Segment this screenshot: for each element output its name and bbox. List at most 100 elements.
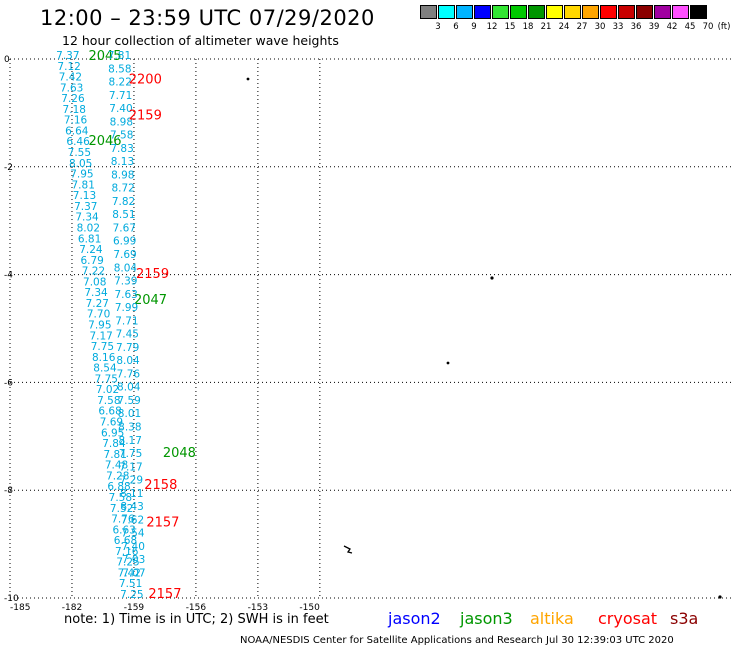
swh-value-label: 6.46	[66, 136, 90, 148]
colorbar-swatch	[420, 5, 437, 19]
colorbar-label: 33	[612, 22, 624, 32]
swh-value-label: 7.69	[100, 417, 123, 429]
swh-value-label: 7.71	[115, 315, 138, 327]
swh-value-label: 7.52	[110, 503, 133, 515]
swh-value-label: 7.81	[104, 449, 127, 461]
swh-value-label: 7.67	[113, 222, 136, 234]
colorbar-label: 36	[630, 22, 642, 32]
swh-value-label: 7.75	[119, 448, 142, 460]
pass-time-label: 2200	[129, 72, 162, 87]
swh-value-label: 7.55	[68, 147, 91, 159]
colorbar-swatch	[672, 5, 689, 19]
swh-value-label: 7.84	[102, 438, 126, 450]
data-point	[490, 276, 494, 280]
swh-value-label: 7.42	[59, 72, 82, 84]
swh-value-label: 7.42	[118, 567, 141, 579]
pass-time-label: 2157	[146, 515, 179, 530]
colorbar-swatch	[654, 5, 671, 19]
x-tick-label: -185	[10, 603, 30, 613]
swh-value-label: 7.59	[117, 395, 140, 407]
swh-value-label: 8.58	[108, 63, 131, 75]
swh-value-label: 7.48	[105, 460, 128, 472]
swh-value-label: 7.40	[109, 103, 132, 115]
swh-value-label: 7.37	[74, 201, 97, 213]
swh-value-label: 8.17	[119, 435, 142, 447]
swh-value-label: 7.99	[115, 302, 138, 314]
swh-value-label: 7.51	[119, 578, 142, 590]
swh-value-label: 7.69	[113, 249, 136, 261]
swh-value-label: 8.02	[77, 222, 100, 234]
colorbar-label: 18	[522, 22, 534, 32]
swh-value-label: 8.98	[110, 116, 133, 128]
swh-value-label: 8.04	[117, 382, 141, 394]
colorbar-swatch	[438, 5, 455, 19]
mission-cryosat: cryosat	[598, 609, 658, 628]
pass-time-label: 2047	[134, 293, 167, 308]
swh-value-label: 7.81	[72, 179, 95, 191]
swh-value-label: 7.63	[60, 82, 83, 94]
swh-value-label: 7.29	[120, 475, 143, 487]
pass-time-label: 2048	[163, 446, 196, 461]
swh-value-label: 7.22	[82, 266, 105, 278]
swh-value-label: 7.76	[111, 514, 135, 526]
colorbar-swatch	[456, 5, 473, 19]
y-tick-label: -8	[4, 486, 13, 496]
y-tick-label: -6	[4, 378, 13, 388]
swh-value-label: 6.63	[112, 524, 135, 536]
swh-value-label: 7.63	[114, 289, 137, 301]
swh-value-label: 7.17	[89, 330, 112, 342]
swh-value-label: 8.38	[118, 421, 141, 433]
swh-value-label: 7.26	[61, 93, 85, 105]
mission-s3a: s3a	[670, 609, 699, 628]
swh-value-label: 7.71	[109, 90, 132, 102]
swh-value-label: 7.79	[116, 342, 139, 354]
data-point	[343, 545, 353, 554]
colorbar-legend: 3 6 9 12 15 18 21 24 27 30 33 36 39 42 45 70 (ft)	[420, 5, 730, 35]
mission-jason3: jason3	[460, 609, 513, 628]
colorbar-swatch	[546, 5, 563, 19]
swh-value-label: 7.12	[57, 61, 80, 73]
colorbar-unit: (ft)	[717, 22, 731, 32]
colorbar-swatch	[690, 5, 707, 19]
swh-value-label: 7.81	[108, 50, 131, 62]
swh-value-label: 7.70	[87, 309, 110, 321]
footer-credit: NOAA/NESDIS Center for Satellite Applica…	[240, 635, 674, 646]
swh-value-label: 8.72	[111, 183, 134, 195]
y-tick-label: -10	[4, 594, 19, 604]
swh-value-label: 8.04	[114, 262, 138, 274]
colorbar-swatch	[492, 5, 509, 19]
swh-value-label: 8.98	[111, 169, 134, 181]
swh-value-label: 7.75	[91, 341, 114, 353]
swh-value-label: 7.27	[86, 298, 109, 310]
swh-value-label: 7.34	[84, 287, 108, 299]
swh-value-label: 6.68	[114, 535, 137, 547]
data-point	[446, 361, 450, 365]
colorbar-label: 27	[576, 22, 588, 32]
swh-value-label: 7.83	[110, 143, 133, 155]
swh-value-label: 7.75	[95, 373, 118, 385]
colorbar-swatch	[510, 5, 527, 19]
swh-value-label: 7.13	[73, 190, 96, 202]
swh-value-label: 7.17	[119, 461, 142, 473]
pass-time-label: 2158	[144, 478, 177, 493]
swh-value-label: 6.88	[107, 481, 130, 493]
swh-value-label: 8.16	[92, 352, 116, 364]
y-tick-label: 0	[4, 55, 10, 65]
mission-jason2: jason2	[388, 609, 441, 628]
swh-value-label: 6.95	[101, 427, 124, 439]
swh-value-label: 7.54	[121, 528, 145, 540]
pass-time-label: 2045	[88, 49, 121, 64]
page-title: 12:00 – 23:59 UTC 07/29/2020	[40, 6, 375, 30]
colorbar-label: 70	[702, 22, 714, 32]
colorbar-swatch	[564, 5, 581, 19]
pass-time-label: 2157	[148, 587, 181, 602]
swh-value-label: 7.40	[122, 541, 145, 553]
pass-time-label: 2159	[136, 267, 169, 282]
swh-value-label: 7.62	[121, 514, 144, 526]
swh-value-label: 7.28	[106, 470, 129, 482]
colorbar-swatch	[636, 5, 653, 19]
x-tick-label: -159	[124, 603, 145, 613]
colorbar-label: 3	[435, 22, 441, 32]
swh-value-label: 8.04	[116, 355, 140, 367]
